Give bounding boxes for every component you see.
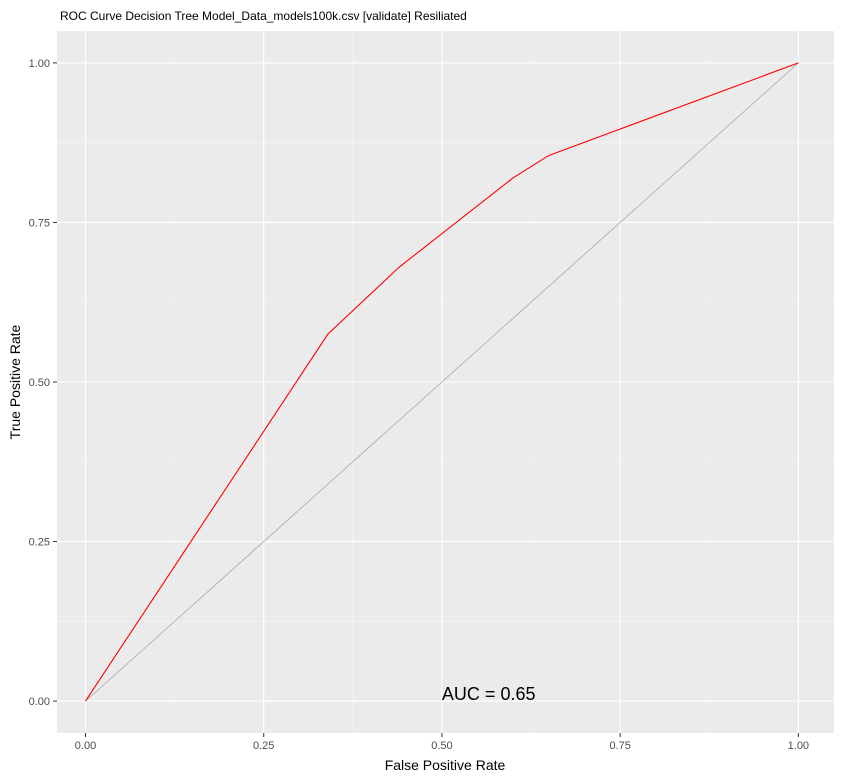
x-axis-title: False Positive Rate (385, 757, 506, 773)
diagonal-reference-line (85, 62, 799, 702)
y-tick-label: 1.00 (29, 58, 50, 70)
y-axis-title: True Positive Rate (7, 324, 23, 439)
x-tick-label: 1.00 (788, 740, 809, 752)
x-tick-label: 0.00 (75, 740, 96, 752)
x-tick-label: 0.50 (431, 740, 452, 752)
annotation-layer: AUC = 0.65 (442, 684, 536, 704)
chart-title: ROC Curve Decision Tree Model_Data_model… (60, 9, 467, 23)
x-tick-label: 0.25 (253, 740, 274, 752)
x-axis-ticks: 0.00 0.25 0.50 0.75 1.00 (75, 733, 809, 752)
roc-curve-line (85, 62, 799, 702)
series-layer (85, 62, 799, 702)
y-tick-label: 0.75 (29, 217, 50, 229)
y-tick-label: 0.00 (29, 696, 50, 708)
y-tick-label: 0.50 (29, 377, 50, 389)
auc-annotation: AUC = 0.65 (442, 684, 536, 704)
x-tick-label: 0.75 (609, 740, 630, 752)
y-tick-label: 0.25 (29, 537, 50, 549)
y-axis-ticks: 0.00 0.25 0.50 0.75 1.00 (29, 58, 57, 708)
